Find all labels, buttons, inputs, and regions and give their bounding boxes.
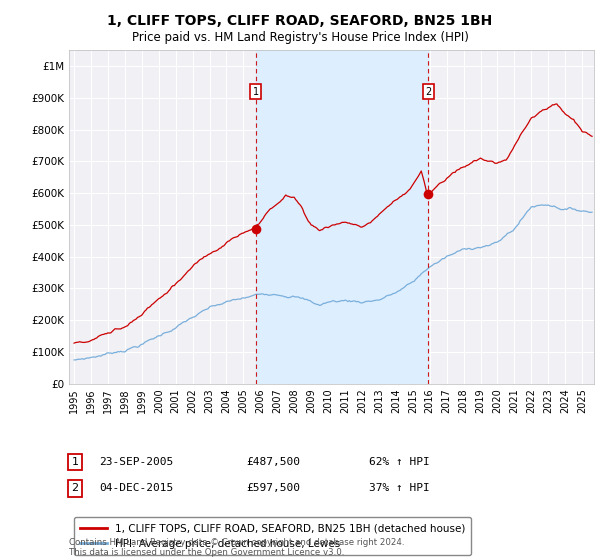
Legend: 1, CLIFF TOPS, CLIFF ROAD, SEAFORD, BN25 1BH (detached house), HPI: Average pric: 1, CLIFF TOPS, CLIFF ROAD, SEAFORD, BN25… xyxy=(74,517,472,555)
Text: 62% ↑ HPI: 62% ↑ HPI xyxy=(369,457,430,467)
Text: 1: 1 xyxy=(253,87,259,97)
Bar xyxy=(256,50,428,384)
Text: 37% ↑ HPI: 37% ↑ HPI xyxy=(369,483,430,493)
Text: 04-DEC-2015: 04-DEC-2015 xyxy=(99,483,173,493)
Text: 23-SEP-2005: 23-SEP-2005 xyxy=(99,457,173,467)
Text: 2: 2 xyxy=(71,483,79,493)
Text: 1: 1 xyxy=(71,457,79,467)
Text: £487,500: £487,500 xyxy=(246,457,300,467)
Text: Price paid vs. HM Land Registry's House Price Index (HPI): Price paid vs. HM Land Registry's House … xyxy=(131,31,469,44)
Text: Contains HM Land Registry data © Crown copyright and database right 2024.
This d: Contains HM Land Registry data © Crown c… xyxy=(69,538,404,557)
Text: 1, CLIFF TOPS, CLIFF ROAD, SEAFORD, BN25 1BH: 1, CLIFF TOPS, CLIFF ROAD, SEAFORD, BN25… xyxy=(107,14,493,28)
Text: 2: 2 xyxy=(425,87,431,97)
Text: £597,500: £597,500 xyxy=(246,483,300,493)
